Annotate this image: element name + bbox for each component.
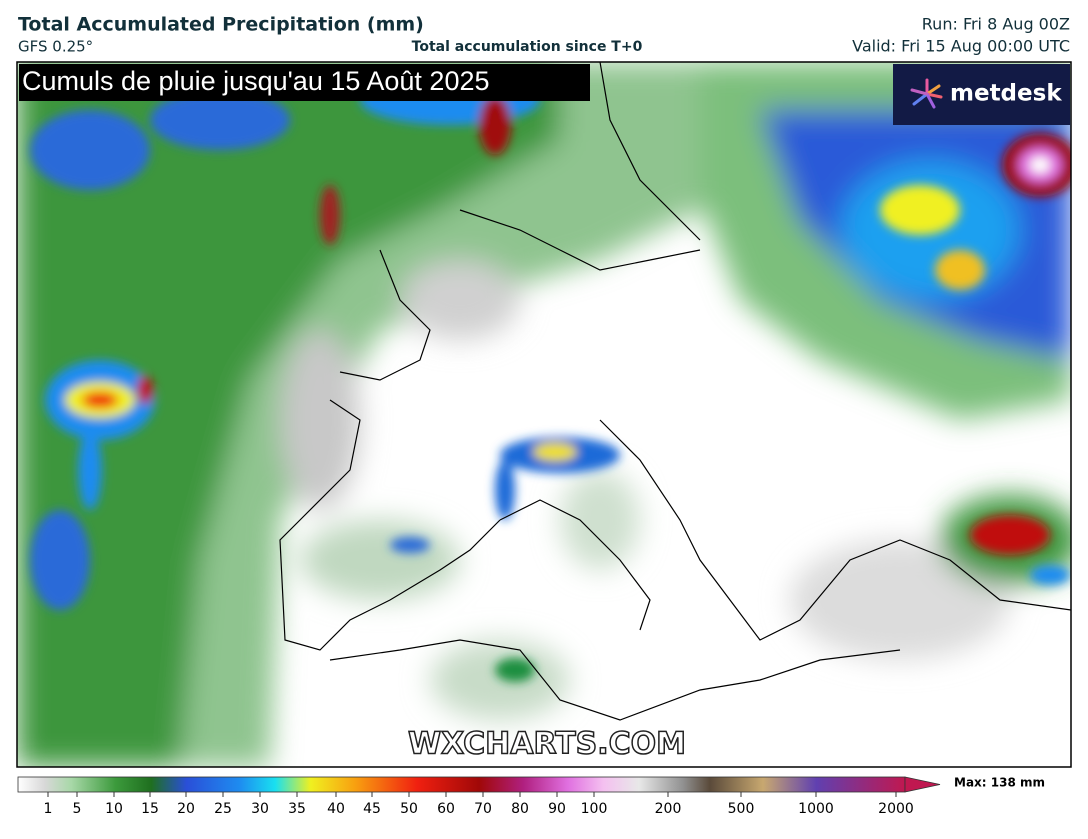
colorbar-tick-label: 60 — [437, 801, 455, 817]
caption-box — [19, 64, 590, 101]
colorbar-tick-label: 5 — [73, 801, 82, 817]
map-frame — [16, 61, 1072, 768]
colorbar — [17, 776, 906, 793]
colorbar-tick-label: 15 — [141, 801, 159, 817]
colorbar-tick-label: 100 — [581, 801, 608, 817]
colorbar-tick-label: 50 — [400, 801, 418, 817]
subtitle: Total accumulation since T+0 — [412, 39, 643, 55]
colorbar-tick-label: 20 — [177, 801, 195, 817]
map: Cumuls de pluie jusqu'au 15 Août 2025 me… — [17, 62, 1071, 767]
colorbar-tick-label: 1 — [44, 801, 53, 817]
colorbar-tick-label: 25 — [214, 801, 232, 817]
max-label: Max: 138 mm — [954, 776, 1045, 790]
caption: Cumuls de pluie jusqu'au 15 Août 2025 — [22, 66, 490, 96]
logo-icon — [910, 78, 943, 109]
colorbar-tick-label: 45 — [363, 801, 381, 817]
colorbar-tick-label: 90 — [548, 801, 566, 817]
colorbar-tick-label: 35 — [288, 801, 306, 817]
watermark: WXCHARTS.COM — [408, 727, 686, 762]
title: Total Accumulated Precipitation (mm) — [18, 14, 424, 36]
colorbar-tick-label: 500 — [728, 801, 755, 817]
colorbar-tick-label: 40 — [327, 801, 345, 817]
colorbar-tick-label: 70 — [474, 801, 492, 817]
colorbar-tick-label: 10 — [105, 801, 123, 817]
colorbar-tick-label: 80 — [511, 801, 529, 817]
colorbar-tick-label: 200 — [655, 801, 682, 817]
logo-text: metdesk — [950, 81, 1062, 107]
valid: Valid: Fri 15 Aug 00:00 UTC — [852, 37, 1070, 56]
colorbar-tick-label: 30 — [251, 801, 269, 817]
colorbar-tick-label: 1000 — [798, 801, 834, 817]
legend: Max: 138 mm 1 5 10 15 20 25 30 35 40 45 50 60 70 80 90… — [17, 776, 1045, 817]
model: GFS 0.25° — [18, 38, 93, 56]
run: Run: Fri 8 Aug 00Z — [922, 15, 1070, 34]
logo-box — [893, 64, 1070, 125]
colorbar-tick-label: 2000 — [878, 801, 914, 817]
colorbar-extend — [904, 776, 941, 793]
